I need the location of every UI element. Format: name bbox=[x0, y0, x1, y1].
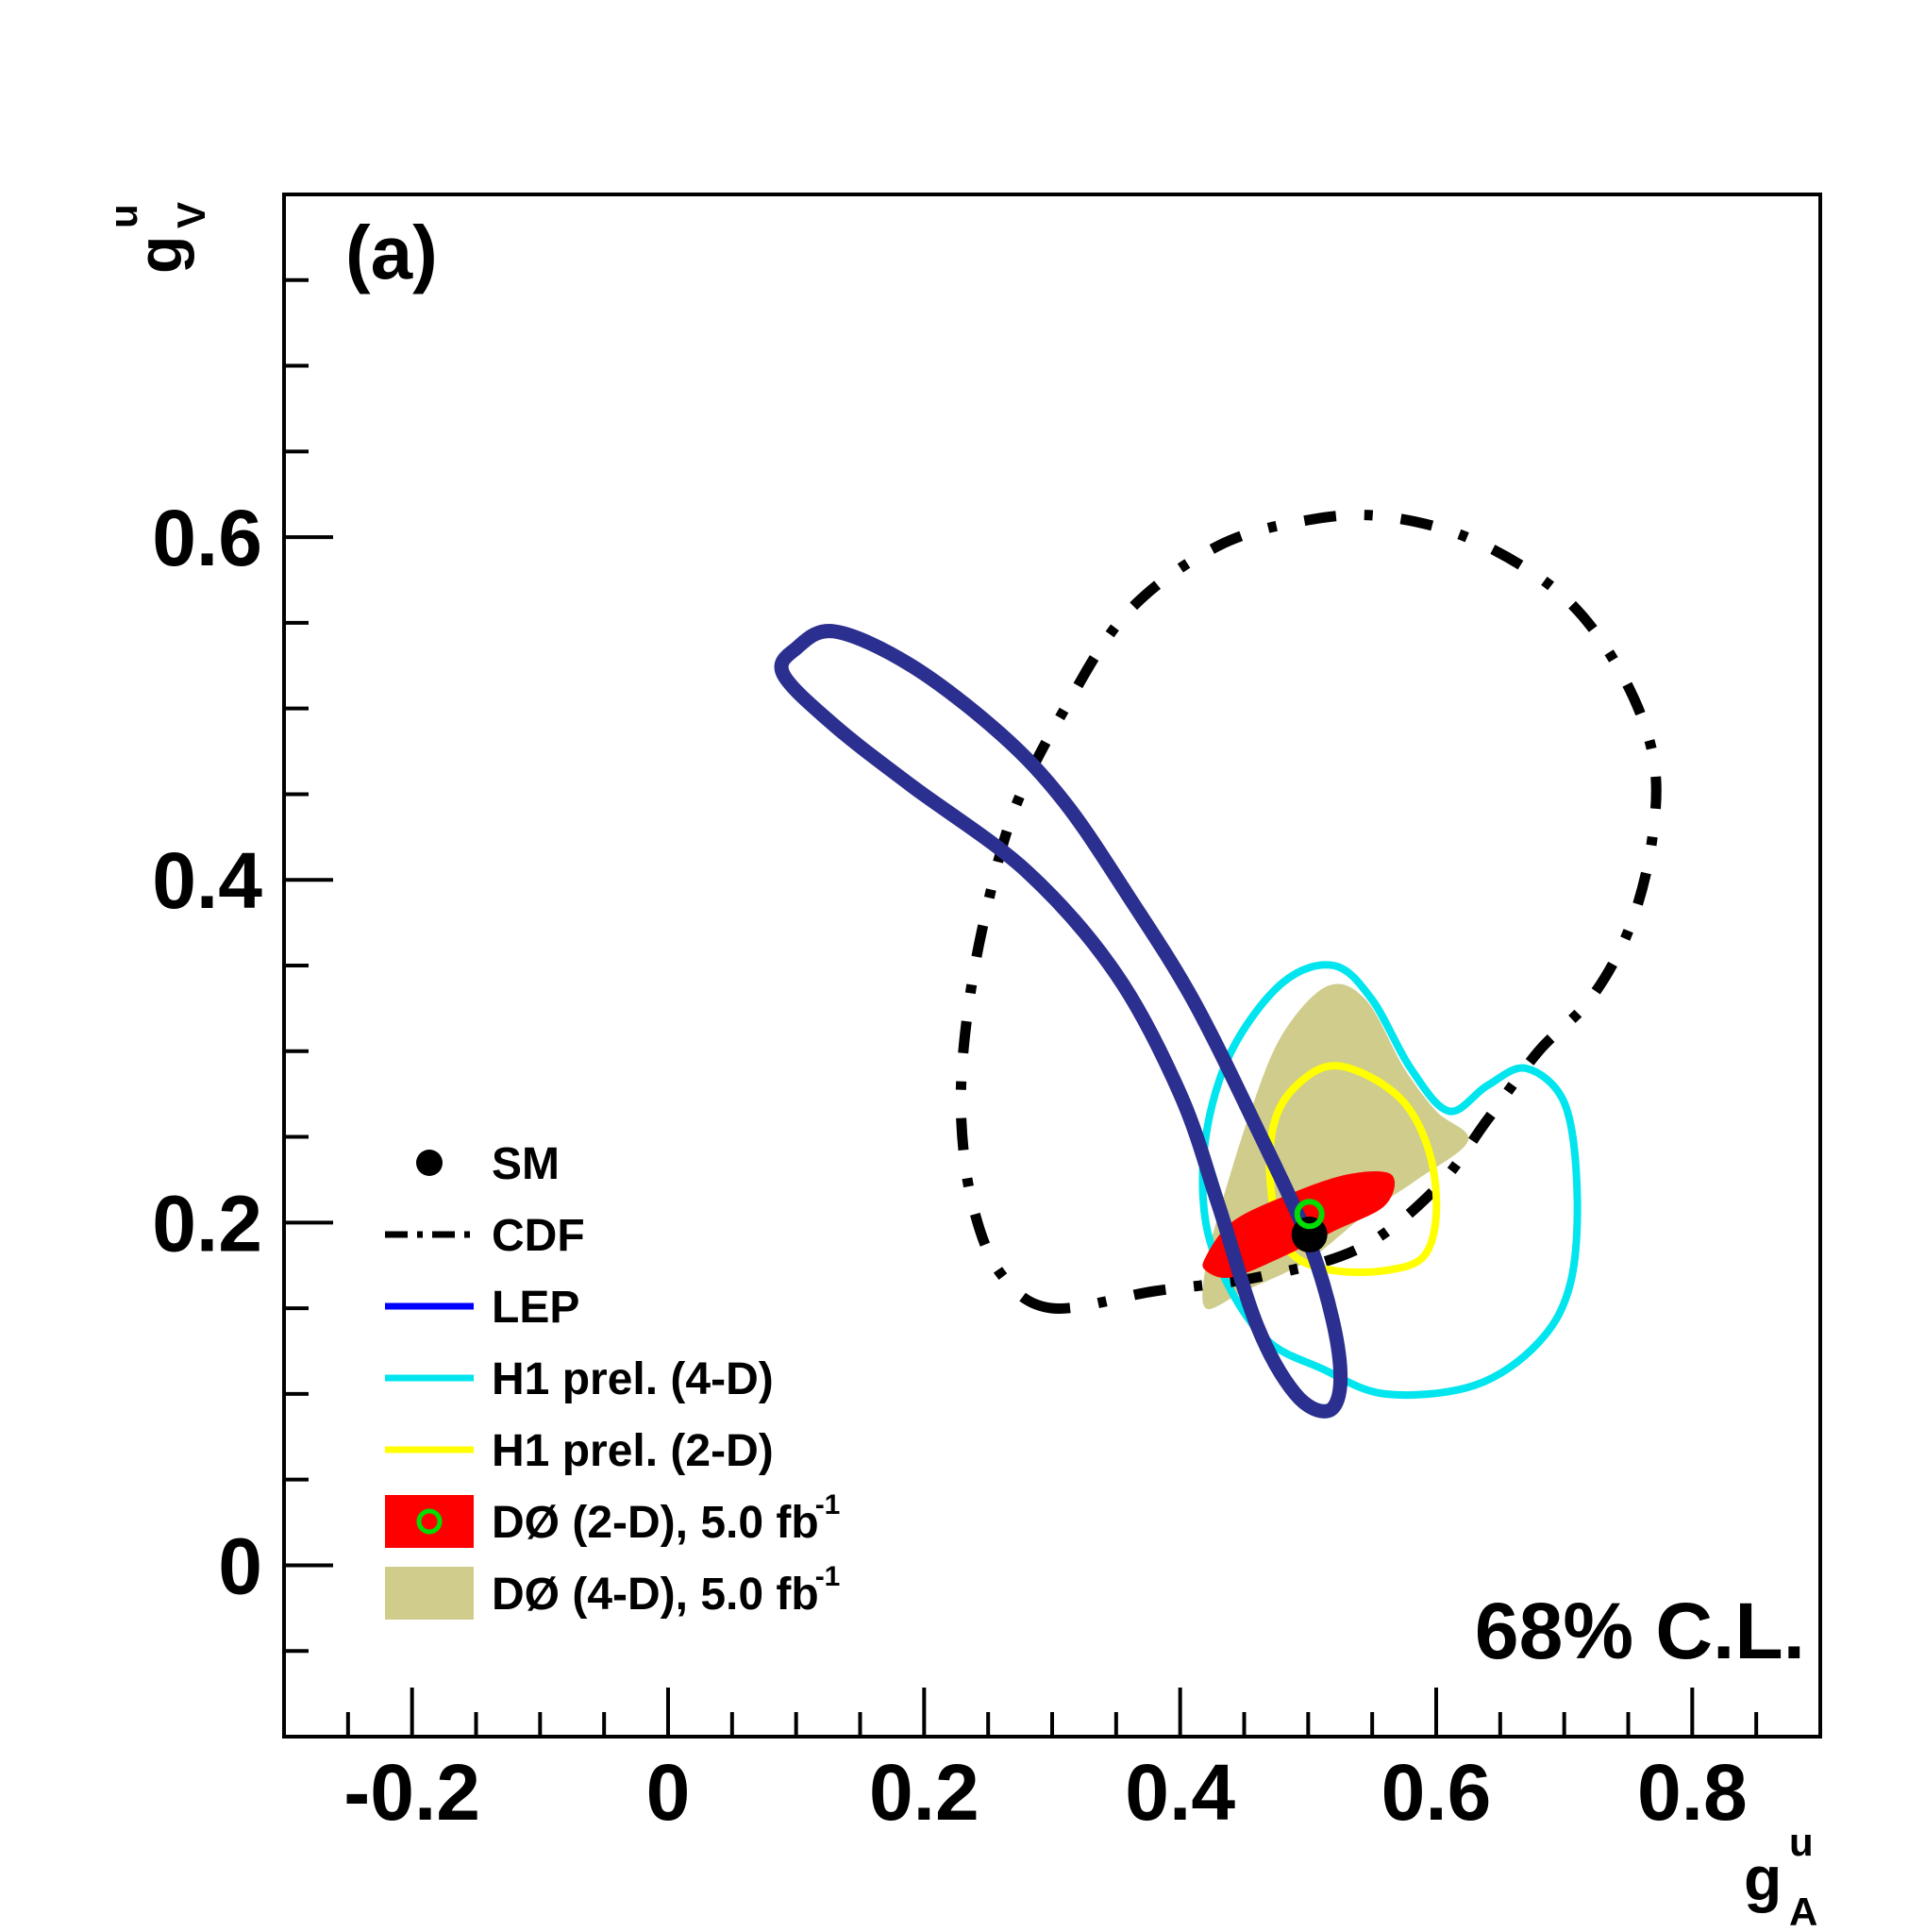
legend-symbol-sm bbox=[416, 1150, 443, 1176]
legend-entry-lep: LEP bbox=[385, 1283, 579, 1333]
legend-label-cdf: CDF bbox=[492, 1211, 585, 1261]
contour-cdf bbox=[955, 510, 1662, 1314]
legend-symbol-do-4-d-5-0-fb bbox=[385, 1567, 474, 1620]
d0-2d-best-fit-marker bbox=[1294, 1199, 1325, 1230]
y-axis-title-main: g bbox=[125, 236, 194, 274]
confidence-label: 68% C.L. bbox=[1475, 1587, 1805, 1675]
legend-label-h1-prel-4-d: H1 prel. (4-D) bbox=[492, 1354, 774, 1404]
legend-entry-cdf: CDF bbox=[385, 1211, 585, 1261]
markers-layer bbox=[1291, 1199, 1328, 1253]
x-tick-label: 0.2 bbox=[869, 1748, 979, 1837]
y-tick-label: 0 bbox=[218, 1521, 262, 1610]
contour-lep bbox=[774, 624, 1348, 1419]
x-tick-label: -0.2 bbox=[343, 1748, 480, 1837]
x-axis-ticks: -0.2 0 0.2 0.4 0.6 0.8 bbox=[343, 1688, 1822, 1837]
legend-label-sm: SM bbox=[492, 1139, 560, 1189]
x-axis-title-main: g bbox=[1744, 1843, 1782, 1913]
legend-entry-h1-prel-4-d: H1 prel. (4-D) bbox=[385, 1354, 774, 1404]
x-tick-label: 0.8 bbox=[1637, 1748, 1748, 1837]
legend-label-sup: -1 bbox=[815, 1489, 841, 1520]
contour-h1-prel-2-d bbox=[1265, 1062, 1441, 1276]
legend-entry-h1-prel-2-d: H1 prel. (2-D) bbox=[385, 1426, 774, 1476]
y-tick-label: 0.4 bbox=[152, 836, 262, 925]
x-axis-title-sub: A bbox=[1789, 1890, 1817, 1932]
panel-label: (a) bbox=[345, 210, 438, 294]
legend: SM CDF LEP H1 prel. (4-D) H1 prel. (2-D) DØ (… bbox=[385, 1139, 840, 1620]
x-tick-label: 0.6 bbox=[1381, 1748, 1492, 1837]
legend-label-do-2-d-5-0-fb: DØ (2-D), 5.0 fb bbox=[492, 1498, 819, 1548]
legend-entry-sm: SM bbox=[416, 1139, 560, 1189]
x-tick-label: 0.4 bbox=[1125, 1748, 1235, 1837]
x-axis-title-sup: u bbox=[1789, 1820, 1814, 1864]
y-axis-ticks: 0 0.2 0.4 0.6 bbox=[152, 193, 333, 1739]
legend-label-lep: LEP bbox=[492, 1283, 579, 1333]
legend-label-h1-prel-2-d: H1 prel. (2-D) bbox=[492, 1426, 774, 1476]
legend-symbol-best-fit bbox=[416, 1508, 443, 1535]
y-axis-title-sup: u bbox=[101, 204, 145, 228]
y-tick-label: 0.6 bbox=[152, 494, 262, 582]
y-axis-title: g u V bbox=[101, 202, 213, 274]
legend-label-do-4-d-5-0-fb: DØ (4-D), 5.0 fb bbox=[492, 1570, 819, 1620]
contours-layer bbox=[774, 510, 1662, 1419]
legend-symbol-do-2-d-5-0-fb bbox=[385, 1495, 474, 1548]
legend-label-sup: -1 bbox=[815, 1561, 841, 1592]
y-axis-title-sub: V bbox=[169, 202, 213, 228]
y-tick-label: 0.2 bbox=[152, 1179, 262, 1268]
legend-entry-do-2-d-5-0-fb: DØ (2-D), 5.0 fb-1 bbox=[385, 1489, 840, 1548]
legend-entry-do-4-d-5-0-fb: DØ (4-D), 5.0 fb-1 bbox=[385, 1561, 840, 1620]
x-axis-title: g u A bbox=[1744, 1820, 1817, 1932]
x-tick-label: 0 bbox=[646, 1748, 691, 1837]
